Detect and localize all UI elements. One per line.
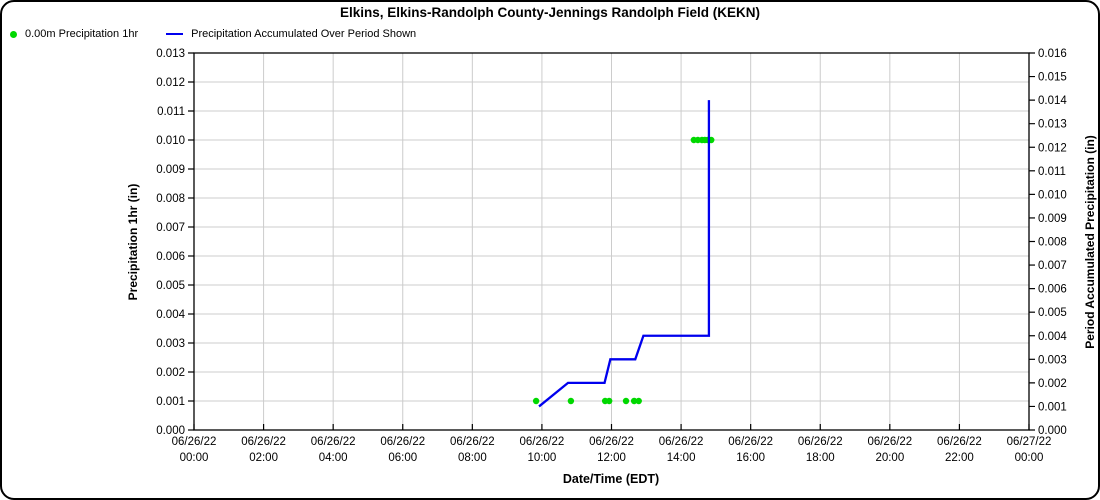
x-tick-date: 06/26/22	[520, 436, 565, 448]
right-tick-label: 0.005	[1038, 307, 1067, 319]
right-tick-label: 0.013	[1038, 119, 1067, 131]
left-tick-label: 0.003	[156, 338, 185, 350]
x-tick-date: 06/26/22	[659, 436, 704, 448]
x-tick-date: 06/26/22	[728, 436, 773, 448]
x-tick-date: 06/26/22	[241, 436, 286, 448]
right-tick-label: 0.010	[1038, 189, 1067, 201]
left-tick-label: 0.009	[156, 164, 185, 176]
left-tick-label: 0.010	[156, 135, 185, 147]
left-tick-label: 0.005	[156, 280, 185, 292]
x-tick-time: 00:00	[1015, 452, 1044, 464]
left-tick-label: 0.004	[156, 309, 185, 321]
x-tick-date: 06/26/22	[380, 436, 425, 448]
x-tick-time: 20:00	[875, 452, 904, 464]
left-tick-label: 0.002	[156, 367, 185, 379]
x-tick-date: 06/26/22	[311, 436, 356, 448]
right-tick-label: 0.003	[1038, 354, 1067, 366]
right-tick-label: 0.011	[1038, 166, 1066, 178]
right-tick-label: 0.002	[1038, 378, 1067, 390]
x-tick-date: 06/26/22	[450, 436, 495, 448]
x-tick-time: 06:00	[388, 452, 417, 464]
chart-title: Elkins, Elkins-Randolph County-Jennings …	[339, 5, 760, 20]
precip-dot	[630, 397, 638, 405]
left-tick-label: 0.000	[156, 425, 185, 437]
blue-line-icon	[166, 33, 184, 35]
right-tick-label: 0.006	[1038, 284, 1067, 296]
left-tick-label: 0.011	[157, 106, 185, 118]
left-tick-label: 0.007	[156, 222, 185, 234]
x-tick-time: 14:00	[667, 452, 696, 464]
right-tick-label: 0.001	[1038, 401, 1067, 413]
x-tick-date: 06/26/22	[798, 436, 843, 448]
right-tick-label: 0.016	[1038, 48, 1067, 60]
precip-dot	[635, 397, 642, 405]
y-axis-label-left: Precipitation 1hr (in)	[126, 183, 140, 301]
precip-dot	[532, 397, 540, 405]
right-tick-label: 0.007	[1038, 260, 1067, 272]
left-tick-label: 0.012	[156, 77, 185, 89]
right-tick-label: 0.015	[1038, 72, 1067, 84]
x-tick-time: 12:00	[597, 452, 626, 464]
x-tick-time: 18:00	[806, 452, 835, 464]
green-dot-icon	[10, 30, 17, 38]
right-tick-label: 0.004	[1038, 331, 1067, 343]
x-tick-date: 06/26/22	[589, 436, 634, 448]
y-axis-label-right: Period Accumulated Precipitation (in)	[1083, 135, 1097, 349]
precip-dot	[567, 397, 575, 405]
x-tick-time: 08:00	[458, 452, 487, 464]
legend-item-precip-1hr: 0.00m Precipitation 1hr	[10, 28, 138, 40]
left-tick-label: 0.013	[156, 48, 185, 60]
precip-dot	[622, 397, 630, 405]
right-tick-label: 0.014	[1038, 95, 1067, 107]
right-tick-label: 0.000	[1038, 425, 1067, 437]
x-tick-date: 06/27/22	[1007, 436, 1052, 448]
x-tick-time: 22:00	[945, 452, 974, 464]
legend: 0.00m Precipitation 1hr Precipitation Ac…	[10, 28, 416, 40]
x-tick-date: 06/26/22	[172, 436, 217, 448]
accumulated-line	[538, 100, 711, 408]
right-tick-label: 0.009	[1038, 213, 1067, 225]
x-tick-time: 02:00	[249, 452, 278, 464]
legend-item-accumulated: Precipitation Accumulated Over Period Sh…	[166, 28, 416, 40]
x-tick-time: 04:00	[319, 452, 348, 464]
right-tick-label: 0.012	[1038, 142, 1067, 154]
legend-label-precip-1hr: 0.00m Precipitation 1hr	[25, 28, 139, 40]
left-tick-label: 0.001	[156, 396, 185, 408]
left-tick-label: 0.008	[156, 193, 185, 205]
x-tick-time: 16:00	[736, 452, 765, 464]
precip-dot	[605, 397, 613, 405]
left-tick-label: 0.006	[156, 251, 185, 263]
x-tick-date: 06/26/22	[867, 436, 912, 448]
legend-label-accumulated: Precipitation Accumulated Over Period Sh…	[191, 28, 417, 40]
right-tick-label: 0.008	[1038, 237, 1067, 249]
x-tick-date: 06/26/22	[937, 436, 982, 448]
x-axis-label: Date/Time (EDT)	[562, 472, 660, 486]
x-tick-time: 10:00	[528, 452, 557, 464]
x-tick-time: 00:00	[180, 452, 209, 464]
